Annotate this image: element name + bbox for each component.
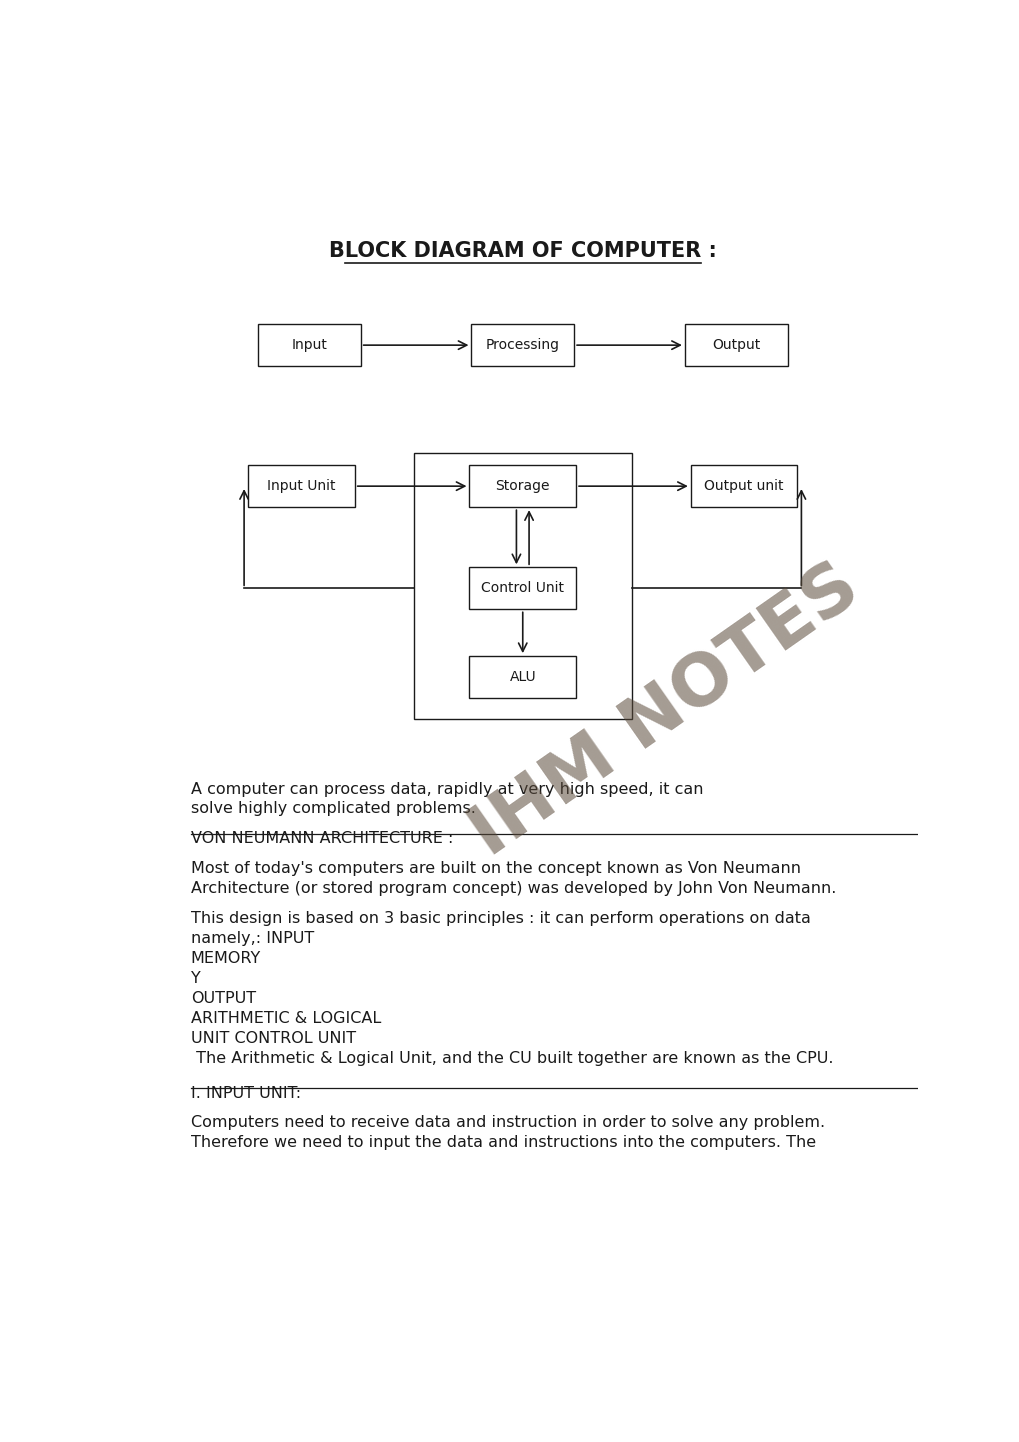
Text: solve highly complicated problems.: solve highly complicated problems.: [191, 802, 475, 816]
Text: Output unit: Output unit: [704, 479, 783, 493]
Bar: [258, 324, 361, 366]
Text: This design is based on 3 basic principles : it can perform operations on data: This design is based on 3 basic principl…: [191, 911, 810, 926]
Text: Output: Output: [711, 337, 759, 352]
Bar: [248, 466, 355, 508]
Text: Control Unit: Control Unit: [481, 581, 564, 596]
Text: Storage: Storage: [495, 479, 549, 493]
Text: Input: Input: [291, 337, 327, 352]
Bar: [471, 324, 574, 366]
Text: VON NEUMANN ARCHITECTURE :: VON NEUMANN ARCHITECTURE :: [191, 832, 452, 846]
Text: Input Unit: Input Unit: [267, 479, 335, 493]
Bar: [469, 567, 576, 610]
Bar: [469, 656, 576, 698]
Text: namely,: INPUT: namely,: INPUT: [191, 932, 314, 946]
Text: MEMORY: MEMORY: [191, 952, 261, 966]
Text: A computer can process data, rapidly at very high speed, it can: A computer can process data, rapidly at …: [191, 782, 702, 796]
Text: BLOCK DIAGRAM OF COMPUTER :: BLOCK DIAGRAM OF COMPUTER :: [328, 241, 716, 261]
Text: Therefore we need to input the data and instructions into the computers. The: Therefore we need to input the data and …: [191, 1135, 815, 1149]
Bar: [684, 324, 787, 366]
Text: UNIT CONTROL UNIT: UNIT CONTROL UNIT: [191, 1031, 356, 1047]
Text: Processing: Processing: [485, 337, 559, 352]
Text: Architecture (or stored program concept) was developed by John Von Neumann.: Architecture (or stored program concept)…: [191, 881, 836, 897]
Text: ALU: ALU: [508, 671, 536, 684]
Bar: [690, 466, 797, 508]
Text: ARITHMETIC & LOGICAL: ARITHMETIC & LOGICAL: [191, 1011, 381, 1027]
Bar: [469, 466, 576, 508]
Bar: [414, 453, 631, 720]
Text: The Arithmetic & Logical Unit, and the CU built together are known as the CPU.: The Arithmetic & Logical Unit, and the C…: [191, 1051, 833, 1066]
Text: Most of today's computers are built on the concept known as Von Neumann: Most of today's computers are built on t…: [191, 861, 800, 877]
Text: IHM NOTES: IHM NOTES: [458, 552, 871, 871]
Text: OUTPUT: OUTPUT: [191, 991, 256, 1007]
Text: Y: Y: [191, 972, 201, 986]
Text: I. INPUT UNIT:: I. INPUT UNIT:: [191, 1086, 301, 1100]
Text: Computers need to receive data and instruction in order to solve any problem.: Computers need to receive data and instr…: [191, 1115, 824, 1129]
